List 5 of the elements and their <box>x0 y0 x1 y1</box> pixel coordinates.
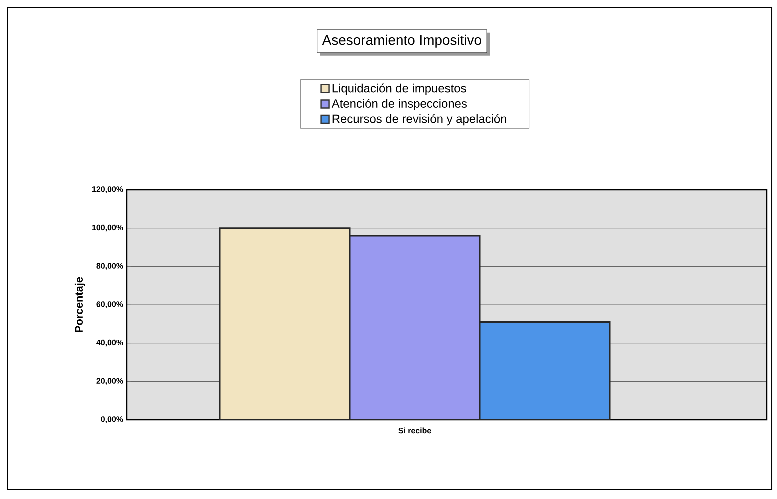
y-axis-title: Porcentaje <box>74 277 86 332</box>
legend-label: Atención de inspecciones <box>332 99 467 110</box>
chart-title: Asesoramiento Impositivo <box>322 34 482 48</box>
legend-label: Recursos de revisión y apelación <box>332 114 507 126</box>
legend-label: Liquidación de impuestos <box>332 84 466 96</box>
